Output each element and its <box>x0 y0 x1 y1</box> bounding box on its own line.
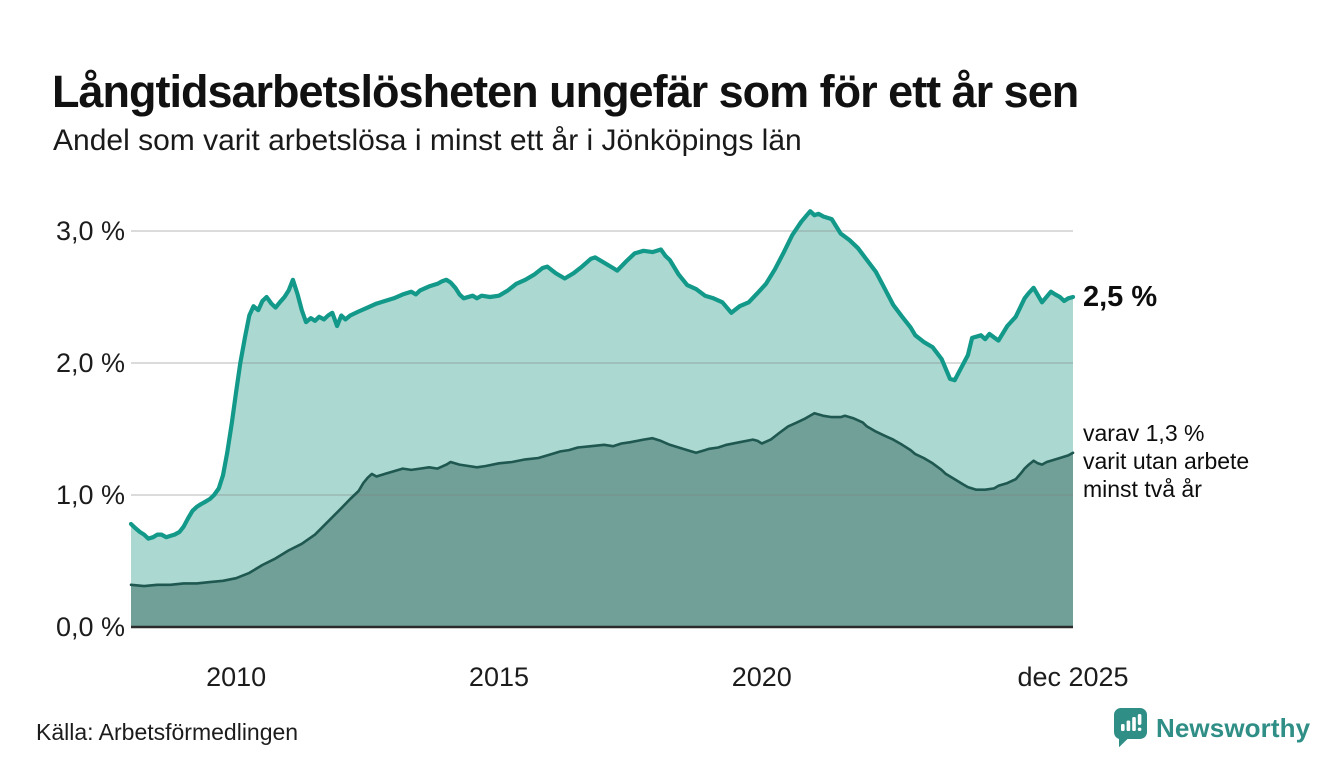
y-tick-label: 3,0 % <box>55 216 125 246</box>
source-note: Källa: Arbetsförmedlingen <box>36 719 299 745</box>
area-two-years <box>131 413 1073 627</box>
y-tick-label: 2,0 % <box>55 348 125 378</box>
line-two-years <box>129 411 1075 588</box>
x-tick-label: 2015 <box>468 662 529 692</box>
y-tick-label: 1,0 % <box>55 480 125 510</box>
newsworthy-brand: Newsworthy <box>1114 708 1310 753</box>
x-tick-label: dec 2025 <box>1017 662 1129 692</box>
page-title: Långtidsarbetslösheten ungefär som för e… <box>52 66 1079 118</box>
x-tick-label: 2020 <box>731 662 792 692</box>
newsworthy-logo-text: Newsworthy <box>1156 713 1311 743</box>
y-tick-label: 0,0 % <box>55 612 125 642</box>
series-end-label-two-years: varav 1,3 % varit utan arbete minst två … <box>1083 420 1250 502</box>
line-total <box>128 209 1076 541</box>
newsworthy-logo-icon <box>1114 708 1147 753</box>
series-end-label-total: 2,5 % <box>1083 281 1158 313</box>
x-tick-label: 2010 <box>206 662 267 692</box>
page-subtitle: Andel som varit arbetslösa i minst ett å… <box>53 124 802 157</box>
